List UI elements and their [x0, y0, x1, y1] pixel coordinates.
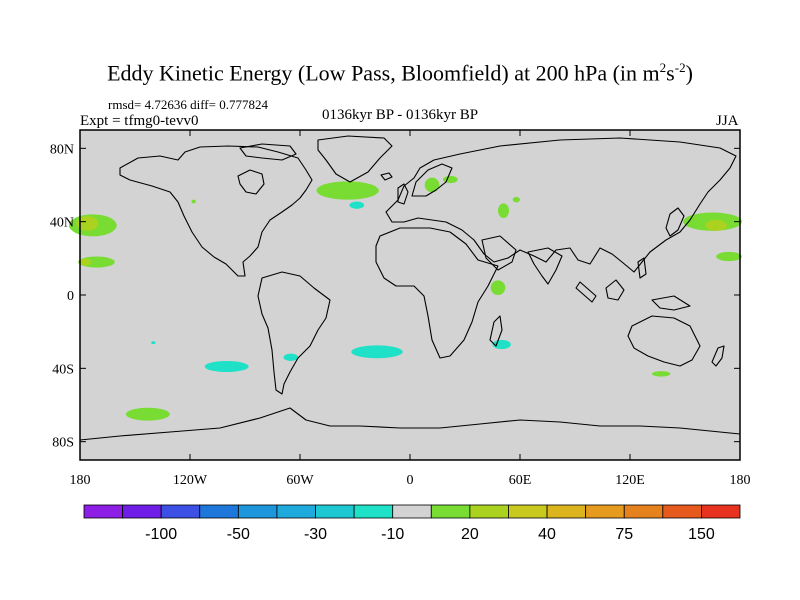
- colorbar-label: -30: [304, 526, 327, 543]
- map-ocean-background: [80, 130, 740, 460]
- new-zealand-outline: [711, 345, 725, 367]
- scandinavia-outline: [411, 163, 453, 197]
- colorbar-swatch: [469, 504, 509, 519]
- anomaly-patch: [716, 251, 742, 262]
- plot-title: Eddy Kinetic Energy (Low Pass, Bloomfiel…: [0, 60, 800, 86]
- lon-tick-label: 180: [70, 473, 91, 488]
- title-exponent-2: -2: [674, 60, 686, 75]
- colorbar-swatch: [315, 504, 355, 519]
- colorbar-swatch: [585, 504, 625, 519]
- anomaly-patch: [705, 219, 728, 231]
- new-guinea-outline: [651, 295, 691, 311]
- eurasia-outline: [385, 137, 737, 273]
- britain-outline: [397, 183, 409, 205]
- lat-tick-label: 80N: [50, 142, 74, 157]
- experiment-label: Expt = tfmg0-tevv0: [80, 113, 199, 129]
- colorbar-swatch: [662, 504, 702, 519]
- title-text: Eddy Kinetic Energy (Low Pass, Bloomfiel…: [107, 60, 660, 86]
- lat-tick-label: 0: [67, 289, 74, 304]
- lon-tick-label: 60W: [286, 473, 314, 488]
- madagascar-outline: [489, 315, 503, 347]
- colorbar-swatch: [623, 504, 664, 519]
- lat-tick-label: 40S: [52, 362, 74, 377]
- north-america-outline: [119, 145, 313, 277]
- colorbar-label: -50: [227, 526, 250, 543]
- anomaly-patch: [125, 407, 170, 421]
- anomaly-patch: [512, 196, 520, 203]
- lon-tick-label: 180: [730, 473, 751, 488]
- colorbar-swatch: [83, 504, 123, 519]
- coastlines: [79, 135, 741, 441]
- anomaly-patch: [204, 361, 249, 372]
- africa-outline: [375, 227, 499, 359]
- anomaly-patch: [652, 371, 671, 377]
- colorbar-swatch: [701, 504, 741, 519]
- season-label: JJA: [716, 113, 739, 129]
- colorbar-label: 20: [461, 526, 479, 543]
- anomaly-patch: [191, 199, 196, 204]
- anomaly-patch: [498, 203, 509, 219]
- arabia-outline: [481, 235, 517, 271]
- colorbar-swatch: [430, 504, 471, 519]
- greenland-outline: [317, 135, 393, 183]
- anomaly-patch: [490, 280, 506, 295]
- arctic-islands-outline: [239, 143, 297, 161]
- colorbar-swatch: [122, 504, 162, 519]
- borneo-outline: [605, 279, 625, 301]
- colorbar-swatch: [508, 504, 548, 519]
- colorbar-label: 75: [615, 526, 633, 543]
- anomaly-patch: [80, 258, 91, 266]
- australia-outline: [627, 315, 701, 367]
- title-exponent-1: 2: [659, 60, 667, 75]
- sumatra-outline: [575, 281, 597, 303]
- anomaly-patch: [349, 201, 365, 209]
- lat-tick-label: 40N: [50, 216, 74, 231]
- hudson-bay-outline: [237, 169, 265, 195]
- colorbar-swatch: [160, 504, 201, 519]
- colorbar-swatch: [276, 504, 316, 519]
- philippines-outline: [637, 257, 647, 279]
- stats-label: rmsd= 4.72636 diff= 0.777824: [108, 97, 268, 112]
- lon-tick-label: 120E: [615, 473, 645, 488]
- iceland-outline: [380, 172, 393, 181]
- lon-tick-label: 120W: [173, 473, 208, 488]
- anomaly-patch: [351, 345, 403, 359]
- colorbar-swatch: [199, 504, 239, 519]
- anomaly-patch: [316, 181, 379, 200]
- colorbar-swatch: [392, 504, 432, 519]
- colorbar-swatch: [353, 504, 394, 519]
- colorbar-swatch: [546, 504, 587, 519]
- india-outline: [527, 247, 563, 285]
- lon-tick-label: 0: [407, 473, 414, 488]
- anomaly-layer: [69, 175, 742, 421]
- colorbar-label: 150: [688, 526, 715, 543]
- lon-tick-label: 60E: [509, 473, 532, 488]
- colorbar: -100 -50 -30 -10 20 40 75 150: [83, 504, 741, 543]
- title-end: ): [685, 60, 693, 86]
- anomaly-patch: [283, 353, 299, 362]
- antarctica-outline: [79, 407, 741, 441]
- colorbar-label: -10: [381, 526, 404, 543]
- period-label: 0136kyr BP - 0136kyr BP: [322, 107, 479, 123]
- anomaly-patch: [151, 341, 156, 345]
- japan-outline: [665, 207, 685, 237]
- title-mid: s: [666, 60, 675, 86]
- colorbar-label: -100: [145, 526, 177, 543]
- colorbar-label: 40: [538, 526, 556, 543]
- south-america-outline: [257, 271, 331, 395]
- anomaly-patch: [76, 216, 99, 231]
- map-ticks: 180 120W 60W 0 60E 120E 180 80N 40N 0 40S 80S: [50, 130, 751, 488]
- colorbar-swatch: [237, 504, 278, 519]
- anomaly-patch: [424, 177, 440, 193]
- lat-tick-label: 80S: [52, 436, 74, 451]
